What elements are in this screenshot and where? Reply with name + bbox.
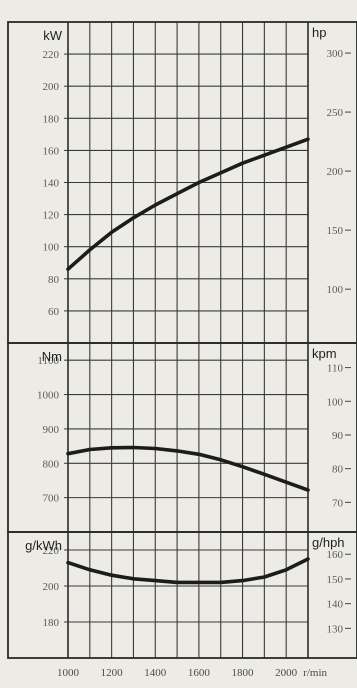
torque-right-tick-label: 70	[332, 497, 344, 509]
power-left-tick-label: 220	[43, 49, 60, 61]
frame-layer	[7, 21, 357, 659]
power-right-tick-label: 150	[327, 225, 344, 237]
power-left-tick-label: 180	[43, 113, 60, 125]
power-left-tick-label: 200	[43, 81, 60, 93]
power-right-tick-label: 250	[327, 107, 344, 119]
x-tick-label: 2000	[275, 667, 298, 679]
curve-layer	[66, 137, 310, 585]
torque-left-tick-label: 1100	[37, 355, 59, 367]
torque-left-tick-label: 1000	[37, 390, 60, 402]
torque-left-tick-label: 900	[43, 424, 60, 436]
torque-right-tick-label: 100	[327, 396, 344, 408]
power-left-tick-label: 140	[43, 178, 60, 190]
fuel-left-tick-label: 180	[43, 617, 60, 629]
x-unit-label: r/min	[303, 667, 327, 679]
torque-left-unit-label: Nm	[42, 349, 62, 364]
fuel-left-tick-label: 200	[43, 581, 60, 593]
power-right-tick-label: 300	[327, 48, 344, 60]
fuel-left-unit-label: g/kWh	[25, 538, 62, 553]
torque-right-tick-label: 80	[332, 464, 344, 476]
fuel-right-tick-label: 150	[327, 574, 344, 586]
power-left-tick-label: 160	[43, 145, 60, 157]
power-left-tick-label: 120	[43, 210, 60, 222]
label-layer: 60 80 100 120 140 160 180 200 220 100 150 200 250 300…	[25, 25, 344, 679]
x-tick-label: 1200	[101, 667, 124, 679]
fuel-curve	[66, 557, 310, 585]
power-left-tick-label: 80	[48, 274, 60, 286]
grid-layer	[64, 22, 351, 658]
torque-right-tick-label: 90	[332, 430, 344, 442]
torque-left-tick-label: 800	[43, 458, 60, 470]
x-tick-label: 1000	[57, 667, 80, 679]
fuel-left-tick-label: 220	[43, 545, 60, 557]
power-right-tick-label: 100	[327, 284, 344, 296]
power-left-tick-label: 100	[43, 242, 60, 254]
power-left-unit-label: kW	[43, 28, 63, 43]
x-tick-label: 1600	[188, 667, 211, 679]
power-right-tick-label: 200	[327, 166, 344, 178]
fuel-panel-frame	[7, 531, 357, 659]
torque-curve	[66, 445, 310, 492]
fuel-right-tick-label: 130	[327, 623, 344, 635]
power-left-tick-label: 60	[48, 306, 60, 318]
torque-right-unit-label: kpm	[312, 346, 337, 361]
power-right-unit-label: hp	[312, 25, 326, 40]
fuel-right-tick-label: 140	[327, 599, 344, 611]
torque-left-tick-label: 700	[43, 493, 60, 505]
x-tick-label: 1800	[232, 667, 255, 679]
fuel-right-unit-label: g/hph	[312, 535, 345, 550]
power-curve	[66, 137, 310, 271]
fuel-right-tick-label: 160	[327, 549, 344, 561]
torque-right-tick-label: 110	[327, 363, 344, 375]
x-tick-label: 1400	[144, 667, 167, 679]
